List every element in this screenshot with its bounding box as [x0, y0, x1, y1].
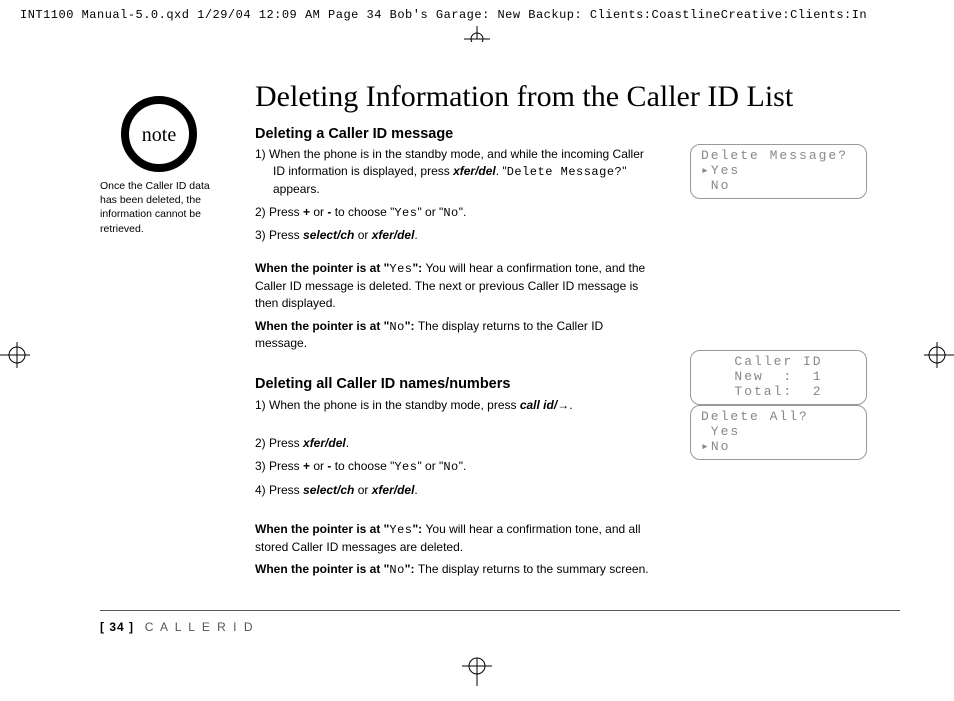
lcd-delete-message: Delete Message? ▸Yes No	[690, 144, 867, 199]
lcd-caller-id-summary: Caller IDNew : 1Total: 2	[690, 350, 867, 405]
print-header: INT1100 Manual-5.0.qxd 1/29/04 12:09 AM …	[20, 8, 934, 22]
result-no-2: When the pointer is at "No": The display…	[255, 561, 650, 579]
result-yes-2: When the pointer is at "Yes": You will h…	[255, 521, 650, 556]
result-no-1: When the pointer is at "No": The display…	[255, 318, 650, 353]
step-1-1: 1) When the phone is in the standby mode…	[255, 146, 650, 197]
step-2-2: 2) Press xfer/del.	[255, 435, 650, 452]
lcd-delete-all: Delete All? Yes ▸No	[690, 405, 867, 460]
svg-text:note: note	[142, 124, 177, 146]
page-title: Deleting Information from the Caller ID …	[255, 80, 875, 114]
crop-mark-right	[924, 340, 954, 375]
step-2-1: 1) When the phone is in the standby mode…	[255, 397, 650, 414]
note-icon: note	[120, 95, 198, 173]
step-2-3: 3) Press + or - to choose "Yes" or "No".	[255, 458, 650, 476]
footer-divider	[100, 610, 900, 611]
note-text: Once the Caller ID data has been deleted…	[100, 179, 220, 236]
page-footer: [ 34 ] C A L L E R I D	[100, 620, 255, 634]
footer-section-label: C A L L E R I D	[145, 620, 255, 634]
crop-mark-left	[0, 340, 30, 375]
note-callout: note Once the Caller ID data has been de…	[100, 95, 220, 236]
step-1-3: 3) Press select/ch or xfer/del.	[255, 227, 650, 244]
crop-mark-bottom	[454, 656, 500, 691]
step-2-4: 4) Press select/ch or xfer/del.	[255, 482, 650, 499]
section-heading-delete-all: Deleting all Caller ID names/numbers	[255, 374, 650, 394]
section-heading-delete-message: Deleting a Caller ID message	[255, 124, 650, 144]
result-yes-1: When the pointer is at "Yes": You will h…	[255, 260, 650, 311]
step-1-2: 2) Press + or - to choose "Yes" or "No".	[255, 204, 650, 222]
page-number: [ 34 ]	[100, 620, 134, 634]
